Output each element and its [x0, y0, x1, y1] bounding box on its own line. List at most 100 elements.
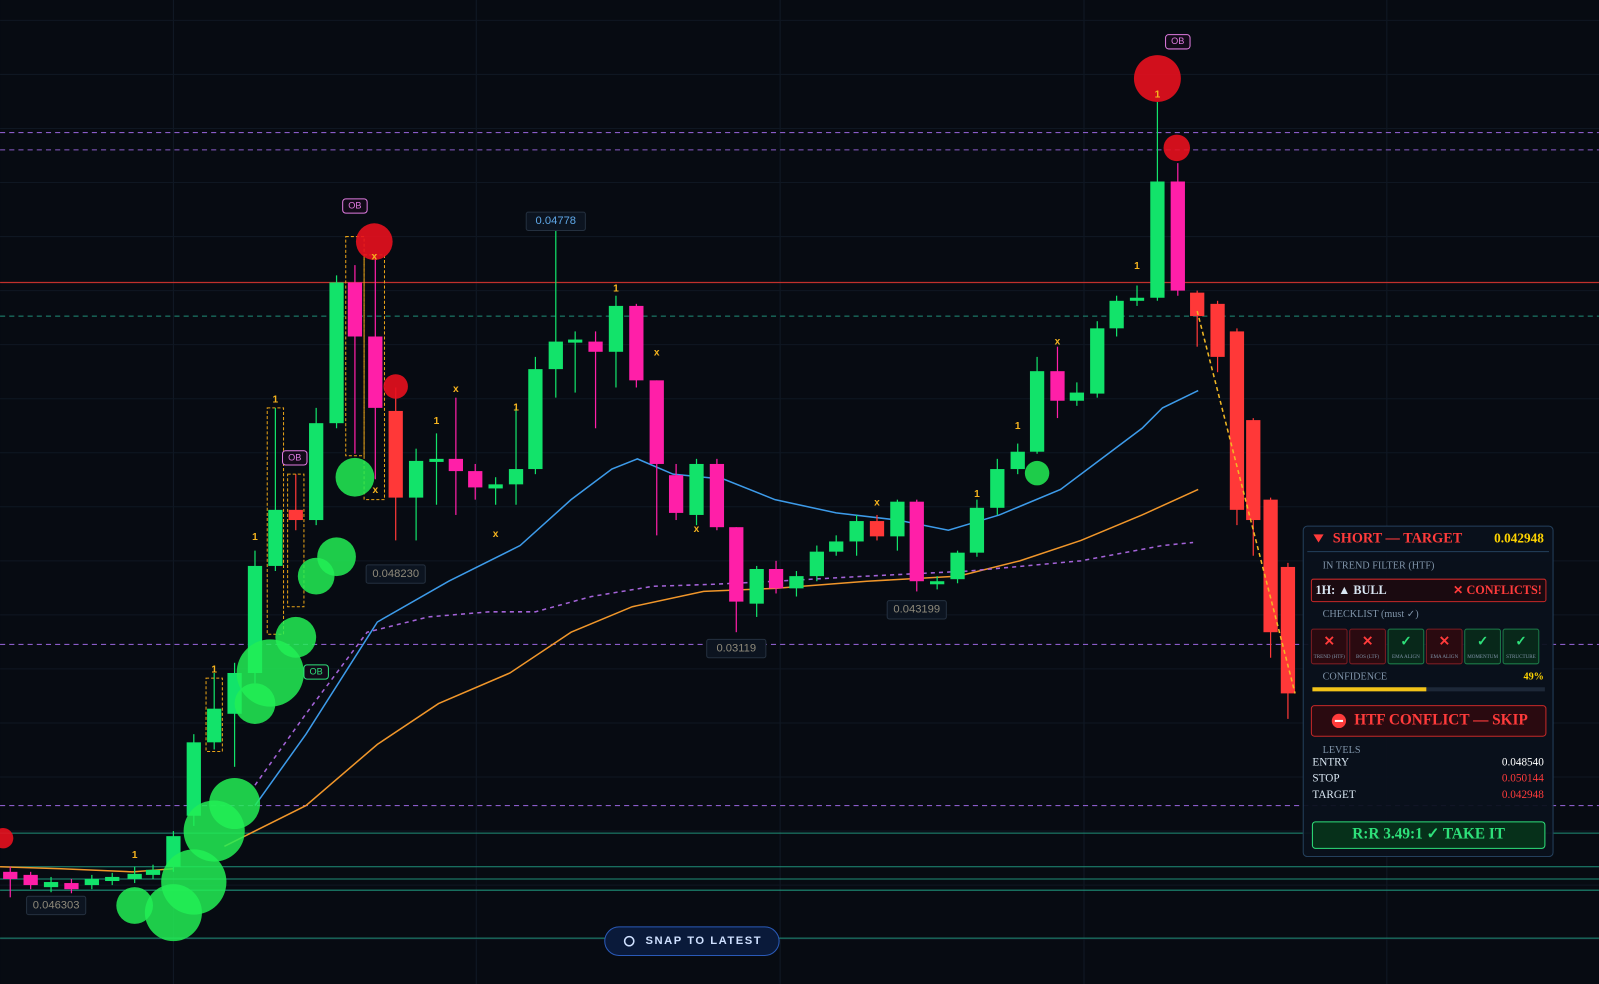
level-name: STOP: [1312, 773, 1339, 785]
candle-body: [608, 305, 624, 352]
candle-body: [829, 541, 844, 552]
signal-marker: 1: [613, 283, 619, 294]
action-button[interactable]: [1311, 821, 1546, 849]
signal-marker: x: [372, 485, 378, 496]
panel-title-price: 0.042948: [1494, 530, 1544, 545]
ob-label: OB: [288, 452, 301, 462]
signal-box: [205, 677, 223, 753]
level-value: 0.050144: [1502, 773, 1544, 785]
bear-bubble: [1163, 134, 1191, 162]
price-label-box: [886, 600, 947, 620]
candle-body: [309, 423, 324, 521]
trend-conflict: ✕ CONFLICTS!: [1453, 583, 1542, 597]
price-label: 0.046303: [33, 899, 80, 911]
price-label: 0.04778: [536, 215, 577, 227]
candle-body: [127, 873, 142, 879]
signal-box: [345, 236, 365, 457]
candle-body: [1150, 181, 1165, 298]
ob-label: OB: [1171, 36, 1184, 46]
bull-bubble: [209, 778, 261, 830]
level-value: 0.042948: [1502, 789, 1544, 801]
candle-body: [629, 305, 644, 381]
candle-body: [528, 369, 543, 470]
confidence-track: [1312, 687, 1545, 692]
signal-box: [287, 473, 305, 608]
candle-body: [105, 876, 120, 882]
signal-marker: 1: [974, 489, 980, 500]
candle-body: [809, 551, 824, 577]
candle-body: [347, 282, 363, 337]
checklist-mark: ✓: [1515, 633, 1526, 648]
candle-body: [709, 463, 725, 528]
section-label: CONFIDENCE: [1323, 671, 1388, 682]
snap-label: SNAP TO LATEST: [646, 935, 763, 947]
candle-body: [207, 708, 222, 743]
candle-body: [84, 878, 99, 886]
candle-body: [990, 469, 1005, 508]
signal-panel: SHORT — TARGET 0.042948 IN TREND FILTER (H…: [1302, 525, 1554, 858]
candle-body: [288, 509, 303, 521]
candle-body: [388, 410, 403, 498]
candle-body: [268, 509, 283, 566]
checklist-label: TREND (HTF): [1314, 653, 1345, 660]
candle-body: [1263, 499, 1278, 633]
candle-body: [1229, 331, 1245, 510]
checklist-cell: [1502, 628, 1540, 665]
signal-marker: 1: [273, 394, 279, 405]
candle-body: [548, 341, 563, 370]
candle-body: [1069, 392, 1084, 401]
candle-body: [43, 882, 59, 888]
candle-body: [689, 463, 704, 515]
candle-body: [1090, 328, 1105, 394]
checklist-label: EMA ALIGN: [1430, 654, 1458, 660]
checklist-mark: ✕: [1362, 633, 1373, 648]
signal-marker: x: [453, 384, 459, 395]
ema-fast: [254, 389, 1199, 806]
signal-marker: x: [874, 497, 880, 508]
snap-button[interactable]: [604, 926, 780, 956]
price-label-box: [26, 895, 87, 916]
candle-body: [969, 507, 985, 553]
signal-marker: 1: [132, 850, 138, 861]
signal-marker: 1: [1015, 421, 1021, 432]
ob-label: OB: [310, 666, 323, 676]
bull-bubble: [1024, 460, 1050, 486]
candle-body: [1170, 181, 1185, 291]
checklist-mark: ✓: [1400, 633, 1411, 648]
signal-marker: x: [694, 524, 700, 535]
bear-bubble: [0, 827, 14, 849]
candle-body: [1109, 300, 1124, 329]
candle-body: [1050, 371, 1065, 401]
checklist-mark: ✓: [1477, 633, 1488, 648]
candle-body: [588, 341, 603, 352]
candle-body: [1246, 420, 1261, 521]
bull-bubble: [234, 683, 276, 724]
ob-label: OB: [348, 200, 361, 210]
candle-body: [749, 568, 764, 604]
signal-marker: 1: [1134, 261, 1140, 272]
alert-text: HTF CONFLICT — SKIP: [1354, 711, 1528, 728]
candle-body: [950, 552, 965, 580]
candle-body: [186, 742, 201, 816]
target-line: [1196, 310, 1296, 694]
candle-body: [909, 501, 924, 582]
level-name: TARGET: [1312, 789, 1355, 801]
confidence-bar: [1312, 687, 1427, 692]
candle-body: [729, 527, 744, 602]
candle-body: [668, 475, 684, 513]
level-name: ENTRY: [1312, 756, 1349, 768]
checklist-cell: [1310, 628, 1348, 665]
bull-bubble: [116, 887, 154, 924]
signal-marker: 1: [211, 665, 217, 676]
bear-bubble: [355, 223, 393, 261]
candle-body: [1010, 451, 1025, 470]
snap-icon: [623, 935, 635, 947]
checklist-mark: ✕: [1324, 633, 1335, 648]
candle-body: [1210, 303, 1225, 357]
price-label: 0.043199: [893, 604, 940, 616]
trend-state: 1H: ▲ BULL: [1315, 583, 1386, 597]
price-label-box: [365, 564, 426, 584]
candle-body: [508, 469, 524, 485]
